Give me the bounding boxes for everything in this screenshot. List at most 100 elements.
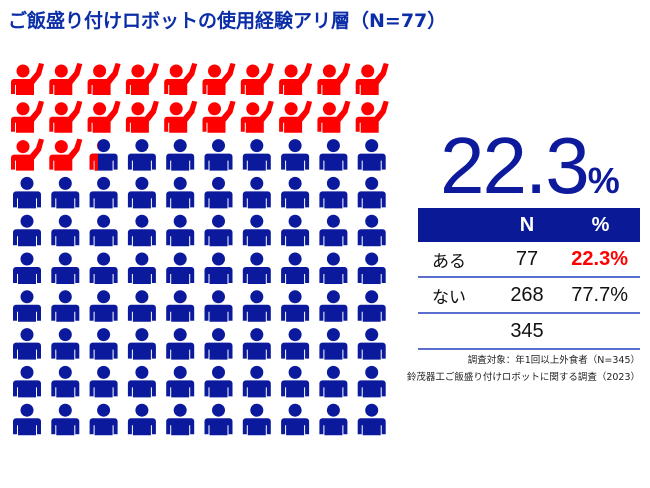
- big-percentage: 22.3%: [440, 120, 620, 212]
- person-icon-not-used: [242, 403, 271, 436]
- person-icon-used: [355, 63, 389, 95]
- person-icon-not-used: [127, 290, 156, 322]
- person-icon-not-used: [127, 328, 156, 360]
- person-icon-not-used: [89, 365, 118, 398]
- person-icon-not-used: [89, 214, 118, 247]
- person-icon-not-used: [357, 365, 386, 398]
- person-icon-not-used: [89, 252, 118, 284]
- person-icon-not-used: [204, 365, 233, 398]
- person-icon-used: [49, 100, 83, 133]
- person-icon-used: [49, 138, 83, 171]
- person-icon-not-used: [357, 214, 386, 247]
- person-icon-not-used: [204, 328, 233, 360]
- row-pct: 22.3%: [561, 242, 640, 278]
- person-icon-not-used: [204, 403, 233, 436]
- person-icon-not-used: [242, 214, 271, 247]
- person-icon-not-used: [357, 252, 386, 284]
- survey-source-note: 鈴茂器工ご飯盛り付けロボットに関する調査（2023）: [406, 372, 640, 383]
- person-icon-not-used: [13, 214, 41, 247]
- person-icon-not-used: [89, 290, 118, 322]
- person-icon-not-used: [166, 176, 195, 209]
- person-icon-not-used: [281, 290, 310, 322]
- person-icon-not-used: [204, 139, 233, 171]
- person-icon-not-used: [13, 176, 41, 209]
- person-icon-not-used: [357, 139, 386, 171]
- person-icon-not-used: [242, 328, 271, 360]
- person-icon-not-used: [127, 139, 156, 171]
- person-icon-not-used: [319, 290, 348, 322]
- person-icon-not-used: [51, 214, 80, 247]
- person-icon-not-used: [281, 139, 310, 171]
- person-icon-not-used: [51, 252, 80, 284]
- person-icon-not-used: [13, 403, 41, 436]
- big-number: 22.3: [440, 121, 590, 210]
- person-icon-not-used: [319, 403, 348, 436]
- person-icon-used: [202, 63, 236, 95]
- row-n: 345: [493, 313, 561, 350]
- row-n: 77: [493, 242, 561, 278]
- person-icon-not-used: [357, 290, 386, 322]
- header-n: N: [493, 208, 561, 242]
- person-icon-used: [164, 63, 198, 95]
- person-icon-not-used: [13, 252, 41, 284]
- person-icon-not-used: [357, 403, 386, 436]
- person-icon-not-used: [281, 328, 310, 360]
- person-icon-not-used: [281, 365, 310, 398]
- person-icon-not-used: [51, 176, 80, 209]
- person-icon-not-used: [319, 365, 348, 398]
- row-pct: [561, 313, 640, 350]
- table-row: ない 268 77.7%: [418, 277, 640, 314]
- row-label: [418, 313, 493, 350]
- row-label: ある: [418, 242, 493, 278]
- person-icon-not-used: [127, 214, 156, 247]
- person-icon-not-used: [166, 328, 195, 360]
- person-icon-used: [11, 63, 44, 95]
- table-row-total: 345: [418, 313, 640, 350]
- person-icon-used: [11, 138, 44, 171]
- person-icon-not-used: [319, 214, 348, 247]
- person-icon-not-used: [51, 403, 80, 436]
- person-icon-partial: [89, 139, 118, 171]
- person-icon-used: [279, 63, 313, 95]
- person-icon-used: [125, 100, 159, 133]
- person-icon-used: [279, 100, 313, 133]
- person-icon-used: [317, 100, 351, 133]
- person-icon-not-used: [127, 176, 156, 209]
- pictogram-grid: [11, 63, 389, 436]
- person-icon-not-used: [127, 403, 156, 436]
- person-icon-used: [87, 100, 121, 133]
- person-icon-used: [355, 100, 389, 133]
- header-pct: %: [561, 208, 640, 242]
- person-icon-not-used: [89, 328, 118, 360]
- person-icon-used: [164, 100, 198, 133]
- person-icon-not-used: [166, 403, 195, 436]
- header-blank: [418, 208, 493, 242]
- row-n: 268: [493, 277, 561, 314]
- person-icon-not-used: [204, 290, 233, 322]
- person-icon-not-used: [281, 176, 310, 209]
- person-icon-not-used: [357, 176, 386, 209]
- person-icon-not-used: [51, 290, 80, 322]
- person-icon-not-used: [166, 214, 195, 247]
- person-icon-not-used: [281, 403, 310, 436]
- person-icon-not-used: [13, 365, 41, 398]
- table-row: ある 77 22.3%: [418, 242, 640, 278]
- person-icon-used: [240, 100, 274, 133]
- table-header: N %: [418, 208, 640, 242]
- big-unit: %: [587, 160, 620, 201]
- summary-table: N % ある 77 22.3% ない 268 77.7% 345: [418, 208, 640, 350]
- person-icon-not-used: [13, 290, 41, 322]
- person-icon-used: [240, 63, 274, 95]
- person-icon-not-used: [204, 252, 233, 284]
- person-icon-not-used: [319, 139, 348, 171]
- person-icon-used: [11, 100, 44, 133]
- person-icon-not-used: [89, 403, 118, 436]
- person-icon-not-used: [319, 176, 348, 209]
- person-icon-not-used: [127, 252, 156, 284]
- person-icon-used: [87, 63, 121, 95]
- person-icon-not-used: [281, 252, 310, 284]
- row-pct: 77.7%: [561, 277, 640, 314]
- person-icon-not-used: [166, 290, 195, 322]
- person-icon-not-used: [204, 176, 233, 209]
- person-icon-not-used: [242, 290, 271, 322]
